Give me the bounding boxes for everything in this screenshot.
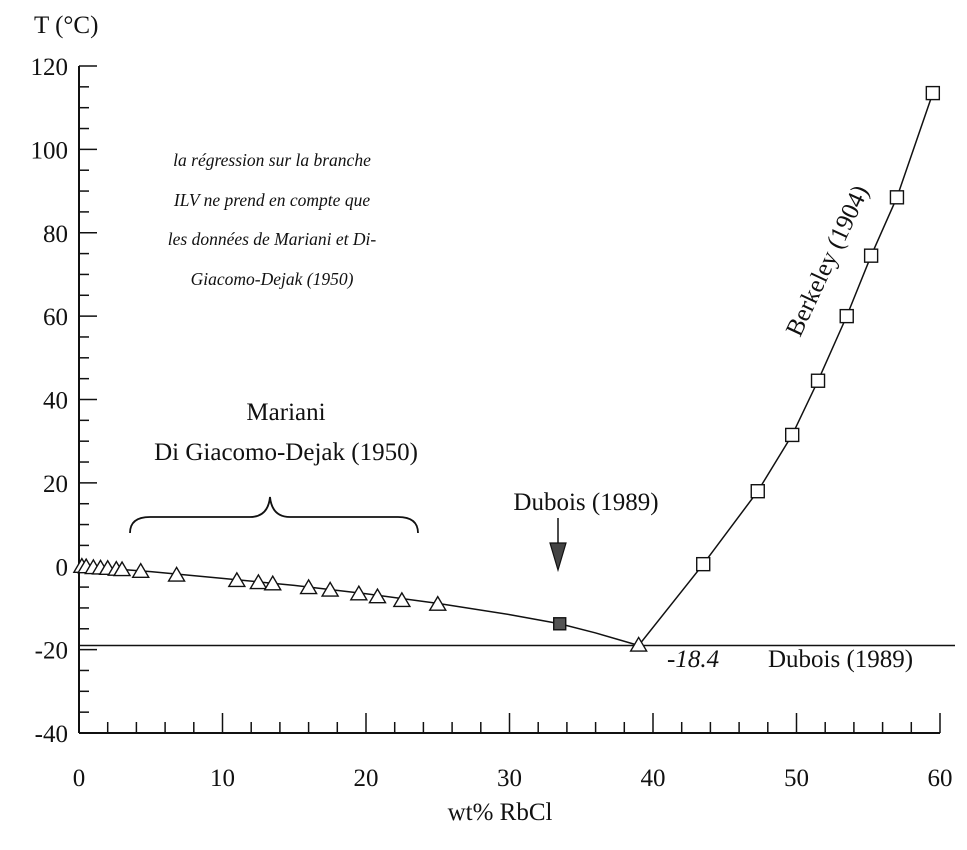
mariani-point	[629, 636, 648, 652]
berkeley-point	[863, 248, 879, 263]
y-tick-label: 20	[43, 471, 68, 498]
berkeley-point	[750, 484, 765, 499]
y-axis-label: T (°C)	[34, 12, 98, 39]
mariani-brace	[129, 496, 419, 534]
mariani-point	[349, 584, 369, 601]
y-tick-label: 60	[43, 304, 68, 331]
berkeley-curve	[638, 92, 934, 646]
markers	[72, 85, 941, 652]
y-tick-label: 100	[31, 137, 69, 164]
y-tick-label: 0	[56, 554, 69, 581]
mariani-point	[299, 578, 318, 595]
mariani-point	[263, 574, 282, 591]
note-line-3: les données de Mariani et Di-	[168, 229, 377, 249]
note-line-1: la régression sur la branche	[173, 150, 371, 170]
berkeley-point	[839, 308, 854, 324]
dubois-arrow	[549, 518, 567, 573]
mariani-point	[227, 571, 247, 588]
eutectic-source-label: Dubois (1989)	[768, 646, 913, 673]
x-tick-label: 10	[210, 765, 235, 792]
x-tick-label: 60	[928, 765, 953, 792]
y-tick-label: -20	[35, 638, 68, 665]
mariani-point	[167, 566, 186, 582]
berkeley-point	[889, 190, 905, 205]
regression-curve	[78, 565, 639, 647]
annotations: la régression sur la branche ILV ne pren…	[154, 150, 913, 673]
y-tick-label: -40	[35, 721, 68, 748]
berkeley-label: Berkeley (1904)	[781, 181, 874, 340]
mariani-point	[112, 560, 132, 577]
tick-labels: 0 10 20 30 40 50 60 -40 -20 0 20 40 60 80 100 120	[31, 54, 953, 792]
y-tick-label: 40	[43, 388, 68, 415]
eutectic-value-label: -18.4	[667, 646, 719, 673]
note-line-2: ILV ne prend en compte que	[173, 190, 370, 210]
berkeley-point	[925, 85, 941, 101]
x-tick-label: 30	[497, 765, 522, 792]
mariani-point	[131, 562, 150, 578]
mariani-label-line-2: Di Giacomo-Dejak (1950)	[154, 439, 418, 466]
mariani-point	[428, 595, 447, 611]
x-tick-label: 50	[784, 765, 809, 792]
berkeley-point	[810, 373, 826, 388]
mariani-point	[320, 581, 340, 597]
y-tick-label: 80	[43, 221, 68, 248]
mariani-point	[392, 591, 412, 608]
y-tick-label: 120	[31, 54, 69, 81]
berkeley-point	[696, 556, 711, 572]
curves	[78, 92, 955, 647]
dubois-point	[553, 617, 567, 631]
berkeley-point	[784, 427, 800, 443]
x-tick-label: 20	[354, 765, 379, 792]
dubois-point-label: Dubois (1989)	[513, 489, 658, 516]
mariani-point	[249, 573, 268, 590]
x-tick-label: 0	[73, 765, 86, 792]
x-tick-label: 40	[641, 765, 666, 792]
mariani-point	[368, 587, 387, 604]
note-line-4: Giacomo-Dejak (1950)	[191, 269, 354, 289]
mariani-label-line-1: Mariani	[246, 399, 325, 426]
ticks	[78, 65, 941, 734]
x-axis-label: wt% RbCl	[448, 799, 553, 826]
